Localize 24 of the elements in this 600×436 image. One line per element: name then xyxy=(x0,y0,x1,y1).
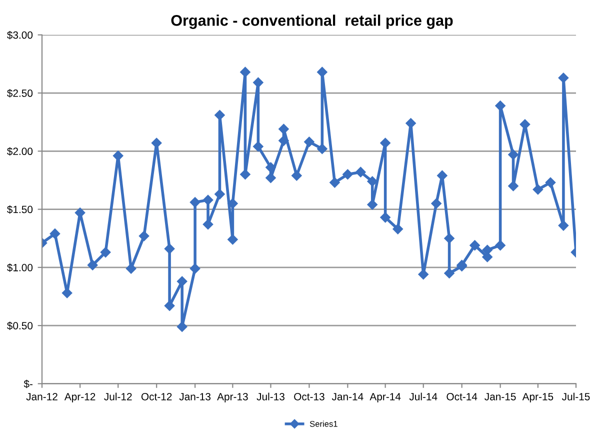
legend-label: Series1 xyxy=(310,420,338,427)
chart-title: Organic - conventional retail price gap xyxy=(171,14,453,29)
y-tick-label: $0.50 xyxy=(7,322,33,330)
x-tick-label: Jan-13 xyxy=(179,392,211,400)
x-tick-label: Apr-13 xyxy=(217,392,248,402)
x-tick-label: Apr-14 xyxy=(370,393,401,402)
y-tick-label: $3.00 xyxy=(7,30,33,40)
x-tick-label: Oct-13 xyxy=(294,392,324,400)
x-tick-label: Jul-15 xyxy=(562,392,590,400)
y-tick-label: $1.50 xyxy=(7,205,33,214)
x-tick-label: Apr-12 xyxy=(64,392,96,402)
y-tick-label: $2.00 xyxy=(7,147,33,156)
y-tick-label: $2.50 xyxy=(7,89,33,98)
x-tick-label: Jul-12 xyxy=(104,392,132,400)
x-tick-label: Jul-13 xyxy=(256,392,284,400)
x-tick-label: Jan-12 xyxy=(26,392,58,400)
x-tick-label: Oct-14 xyxy=(446,392,478,400)
y-tick-label: $- xyxy=(24,380,33,388)
x-tick-label: Jul-14 xyxy=(409,392,438,400)
x-tick-label: Apr-15 xyxy=(522,393,554,402)
x-tick-label: Jan-15 xyxy=(484,393,516,400)
y-tick-label: $1.00 xyxy=(7,263,33,272)
x-tick-label: Oct-12 xyxy=(141,392,172,400)
x-tick-label: Jan-14 xyxy=(332,393,364,400)
